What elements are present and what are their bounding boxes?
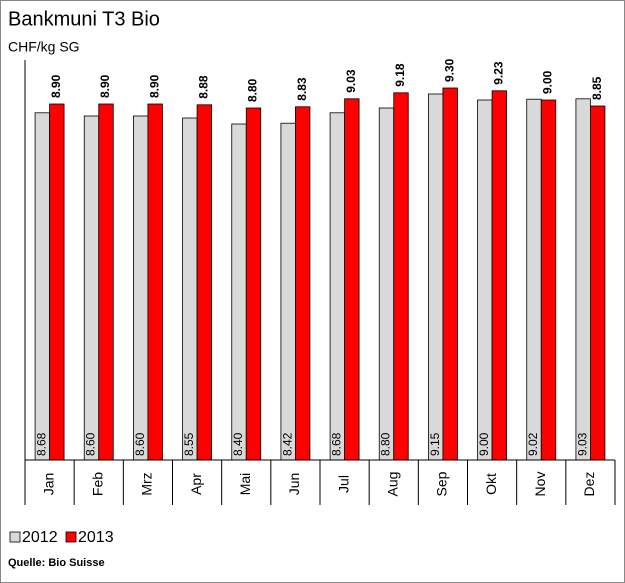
value-label: 9.00 — [541, 70, 555, 94]
value-label: 9.18 — [393, 63, 407, 87]
bar — [231, 123, 247, 461]
x-tick-label: Okt — [483, 473, 499, 495]
value-label: 8.90 — [49, 74, 63, 98]
x-tick-label: Sep — [434, 471, 450, 496]
chart-title: Bankmuni T3 Bio — [8, 8, 160, 30]
bar — [34, 112, 50, 461]
bar — [491, 90, 507, 461]
bar — [329, 112, 345, 461]
chart-subtitle: CHF/kg SG — [8, 39, 80, 55]
bar — [182, 117, 198, 461]
bar — [477, 99, 493, 461]
bar — [245, 107, 262, 461]
value-label: 8.85 — [590, 76, 604, 100]
bar — [83, 115, 100, 461]
bar — [575, 98, 591, 461]
x-tick-label: Jul — [335, 475, 351, 493]
value-label: 8.90 — [147, 74, 161, 98]
value-label: 8.55 — [182, 432, 196, 456]
source: Quelle: Bio Suisse — [8, 557, 105, 569]
x-tick-label: Nov — [532, 472, 548, 497]
bar — [196, 104, 212, 461]
value-label: 9.00 — [477, 432, 491, 456]
value-label: 9.30 — [442, 58, 456, 82]
bar — [49, 103, 65, 461]
value-label: 8.80 — [246, 78, 260, 102]
value-label: 9.02 — [526, 432, 540, 456]
value-label: 8.42 — [280, 432, 294, 456]
value-label: 9.03 — [575, 432, 589, 456]
legend-swatch — [9, 531, 21, 543]
bar — [428, 93, 444, 461]
x-tick-label: Apr — [188, 473, 204, 495]
value-label: 8.80 — [379, 432, 393, 456]
bar — [295, 106, 311, 461]
x-tick-label: Dez — [581, 472, 597, 497]
value-label: 9.23 — [492, 61, 506, 85]
x-tick-label: Jun — [286, 473, 302, 496]
bar — [526, 98, 542, 461]
value-label: 8.68 — [330, 432, 344, 456]
value-label: 8.83 — [295, 77, 309, 101]
value-label: 9.15 — [428, 432, 442, 456]
legend-swatch — [65, 531, 77, 543]
value-label: 8.40 — [231, 432, 245, 456]
x-tick-label: Jan — [40, 473, 56, 496]
value-label: 9.03 — [344, 69, 358, 93]
legend-label: 2013 — [78, 529, 114, 546]
bar — [147, 103, 163, 461]
value-label: 8.90 — [98, 74, 112, 98]
value-label: 8.88 — [197, 75, 211, 99]
value-label: 8.68 — [35, 432, 49, 456]
legend-label: 2012 — [22, 529, 58, 546]
bar — [98, 103, 114, 461]
x-tick-label: Mrz — [139, 472, 155, 495]
bar — [344, 98, 360, 461]
bar — [590, 105, 606, 461]
x-tick-label: Aug — [384, 472, 400, 497]
bar — [540, 99, 557, 461]
bar — [280, 122, 296, 461]
bar — [378, 107, 395, 461]
value-label: 8.60 — [133, 432, 147, 456]
bar — [133, 115, 149, 461]
x-tick-label: Feb — [89, 472, 105, 496]
x-tick-label: Mai — [237, 473, 253, 496]
bar — [393, 92, 409, 461]
bar — [442, 87, 458, 461]
value-label: 8.60 — [84, 432, 98, 456]
